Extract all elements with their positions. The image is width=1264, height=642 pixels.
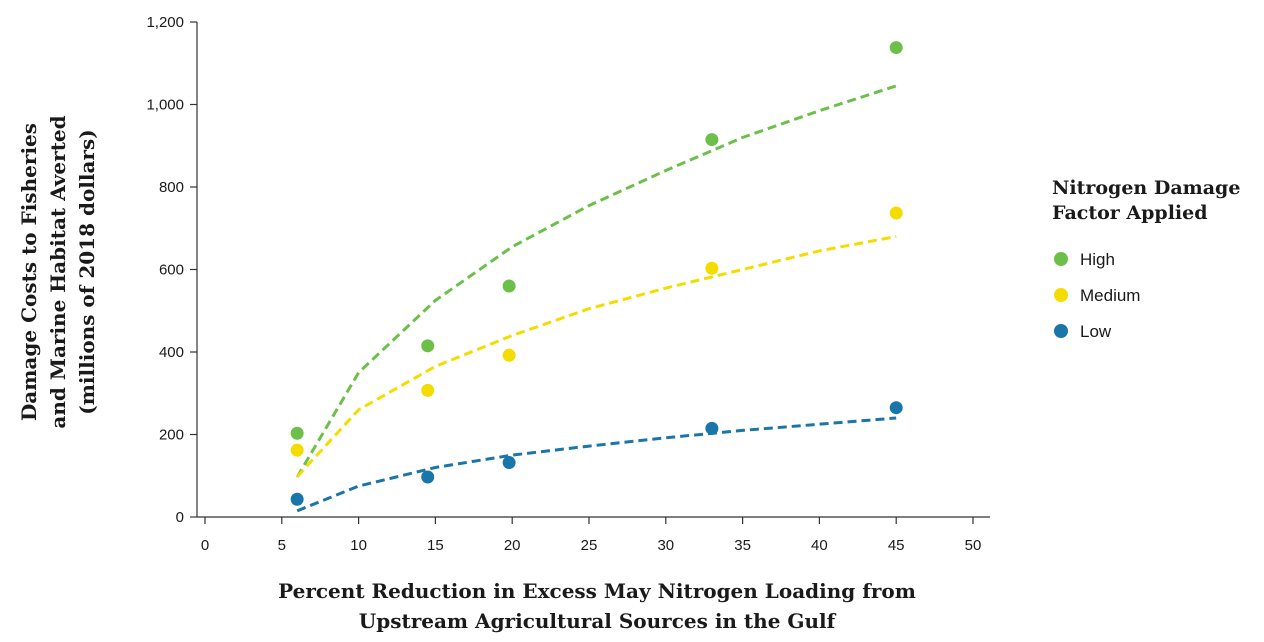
data-point-low [290,492,304,506]
trendlines [295,84,897,513]
y-axis-title: Damage Costs to Fisheries and Marine Hab… [17,115,99,428]
data-point-high [502,279,516,293]
x-tick-label: 50 [965,537,982,554]
legend-label-high: High [1080,250,1115,269]
y-tick-labels: 0 200 400 600 800 1,000 1,200 [146,14,184,526]
x-tick-label: 40 [811,537,828,554]
trendline-low [296,416,897,513]
data-point-low [889,401,903,415]
legend-marker-low [1054,324,1068,338]
data-point-low [502,456,516,470]
legend-label-low: Low [1080,322,1112,341]
x-tick-label: 20 [504,537,521,554]
y-tick-label: 0 [176,509,184,526]
data-point-medium [889,206,903,220]
data-point-medium [705,261,719,275]
legend-items: High Medium Low [1054,250,1140,341]
x-tick-label: 25 [581,537,598,554]
y-axis-title-line-2: and Marine Habitat Averted [46,115,70,428]
data-point-high [705,133,719,147]
data-point-medium [290,443,304,457]
x-tick-label: 45 [888,537,905,554]
y-tick-label: 600 [159,262,184,279]
x-tick-label: 15 [427,537,444,554]
y-axis-title-line-3: (millions of 2018 dollars) [75,129,99,414]
y-tick-label: 1,200 [146,14,184,31]
legend-title-line-2: Factor Applied [1052,202,1208,224]
data-point-high [290,426,304,440]
y-tick-label: 800 [159,179,184,196]
y-tick-label: 400 [159,344,184,361]
x-tick-label: 0 [201,537,209,554]
data-point-low [421,470,435,484]
x-tick-label: 10 [350,537,367,554]
trendline-medium [296,235,897,478]
x-tick-label: 30 [657,537,674,554]
y-axis-title-line-1: Damage Costs to Fisheries [17,123,41,421]
x-axis-title-line-1: Percent Reduction in Excess May Nitrogen… [278,579,916,603]
data-points [290,41,903,506]
x-tick-label: 5 [278,537,286,554]
data-point-high [889,41,903,55]
data-point-medium [421,383,435,397]
legend-title-line-1: Nitrogen Damage [1052,177,1240,199]
x-axis-title-line-2: Upstream Agricultural Sources in the Gul… [359,609,837,633]
y-tick-label: 1,000 [146,97,184,114]
axes [190,21,990,524]
legend-label-medium: Medium [1080,286,1140,305]
legend-marker-high [1054,252,1068,266]
legend: Nitrogen Damage Factor Applied High Mediu… [1052,177,1240,341]
y-tick-label: 200 [159,427,184,444]
data-point-low [705,421,719,435]
trendline-high [295,84,897,478]
data-point-medium [502,348,516,362]
legend-marker-medium [1054,288,1068,302]
data-point-high [421,339,435,353]
x-tick-labels: 0 5 10 15 20 25 30 35 40 45 50 [201,537,982,554]
x-tick-label: 35 [734,537,751,554]
